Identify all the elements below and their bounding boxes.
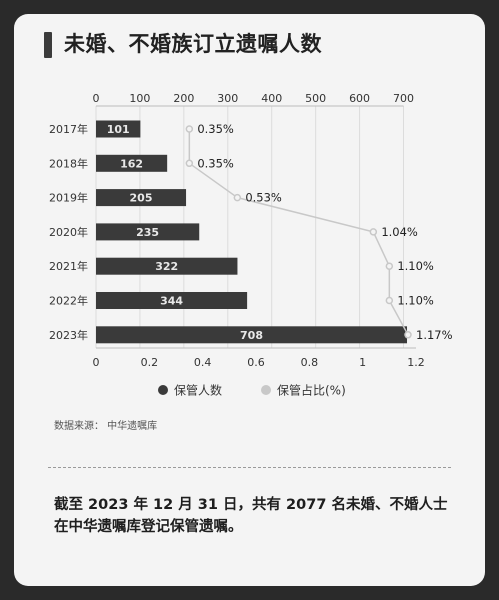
ratio-point [369, 228, 378, 236]
category-label: 2020年 [49, 225, 88, 239]
ratio-value-label: 0.53% [245, 191, 282, 205]
top-axis-tick-label: 500 [305, 92, 326, 105]
bottom-axis-tick-label: 0.6 [247, 356, 265, 369]
top-axis-tick-label: 300 [217, 92, 238, 105]
ratio-value-label: 1.10% [397, 294, 434, 308]
ratio-point [185, 125, 194, 133]
summary-text: 截至 2023 年 12 月 31 日，共有 2077 名未婚、不婚人士在中华遗… [54, 497, 448, 535]
bar [96, 154, 168, 172]
bar [96, 189, 187, 207]
bar [96, 223, 200, 241]
top-axis-tick-label: 400 [261, 92, 282, 105]
bottom-axis-tick-label: 0.8 [301, 356, 319, 369]
chart-title: 未婚、不婚族订立遗嘱人数 [64, 32, 322, 56]
legend-bar-label: 保管人数 [174, 383, 222, 398]
category-label: 2017年 [49, 122, 88, 136]
legend-line-label: 保管占比(%) [277, 383, 346, 398]
bar-value-label: 205 [130, 192, 153, 205]
bar [96, 120, 141, 138]
category-label: 2023年 [49, 328, 88, 342]
category-label: 2022年 [49, 294, 88, 308]
infographic-card: 未婚、不婚族订立遗嘱人数 0 100 200 300 400 500 600 700 0 0.2 0… [14, 14, 485, 586]
category-label: 2018年 [49, 156, 88, 170]
top-axis-tick-label: 100 [129, 92, 150, 105]
bottom-axis-tick-label: 0 [93, 356, 100, 369]
bar-value-label: 322 [155, 260, 178, 273]
ratio-value-label: 1.10% [397, 259, 434, 273]
top-axis-tick-label: 0 [93, 92, 100, 105]
bottom-axis-tick-label: 0.4 [194, 356, 212, 369]
bar-value-label: 235 [136, 226, 159, 239]
ratio-value-label: 1.17% [416, 328, 453, 342]
legend-line-marker [261, 385, 271, 395]
ratio-value-label: 1.04% [381, 225, 418, 239]
data-source: 数据来源： 中华遗嘱库 [54, 421, 158, 432]
bar-value-label: 708 [240, 329, 263, 342]
bottom-axis-tick-label: 0.2 [141, 356, 159, 369]
ratio-value-label: 0.35% [197, 156, 234, 170]
category-label: 2021年 [49, 259, 88, 273]
top-axis-tick-label: 600 [349, 92, 370, 105]
chart-area: 0 100 200 300 400 500 600 700 0 0.2 0.4 0.6 0.8 1 1.2 2… [49, 92, 453, 398]
ratio-point [404, 331, 412, 339]
divider [48, 467, 451, 468]
top-axis-tick-label: 700 [393, 92, 414, 105]
ratio-point [185, 159, 194, 168]
bar [96, 326, 408, 344]
legend-bar-marker [158, 385, 168, 395]
bar-value-label: 101 [107, 123, 130, 136]
ratio-value-label: 0.35% [197, 122, 234, 136]
ratio-point [233, 193, 242, 202]
bar [96, 257, 238, 275]
category-label: 2019年 [49, 191, 88, 205]
title-row: 未婚、不婚族订立遗嘱人数 [14, 14, 485, 70]
bar [96, 292, 248, 309]
ratio-point [385, 296, 394, 305]
bar-value-label: 344 [160, 295, 183, 308]
bottom-axis-tick-label: 1 [359, 356, 366, 369]
top-axis-tick-label: 200 [173, 92, 194, 105]
bar-value-label: 162 [120, 157, 143, 170]
title-accent-bar [44, 32, 52, 58]
ratio-point [385, 262, 394, 270]
bottom-axis-tick-label: 1.2 [407, 356, 425, 369]
